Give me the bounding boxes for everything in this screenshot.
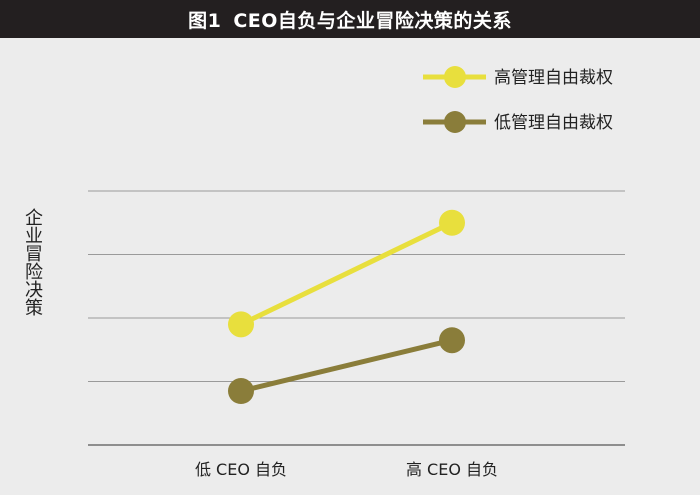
chart-title-bar: 图1 CEO自负与企业冒险决策的关系 [0,0,700,38]
series-line [239,220,454,327]
legend-label: 高管理自由裁权 [494,68,613,88]
x-tick-label: 高 CEO 自负 [406,460,498,479]
data-point [439,327,465,354]
figure-number: 图1 [188,9,222,32]
legend-swatch-marker [444,66,466,88]
y-axis-label: 企业冒险决策 [22,208,43,316]
data-point [228,311,254,338]
x-tick-label: 低 CEO 自负 [195,460,287,479]
data-point [228,378,254,405]
series-line [240,337,453,394]
legend-swatch-marker [444,111,466,133]
legend-label: 低管理自由裁权 [494,113,613,133]
chart-title: CEO自负与企业冒险决策的关系 [233,9,512,32]
data-point [439,209,465,236]
